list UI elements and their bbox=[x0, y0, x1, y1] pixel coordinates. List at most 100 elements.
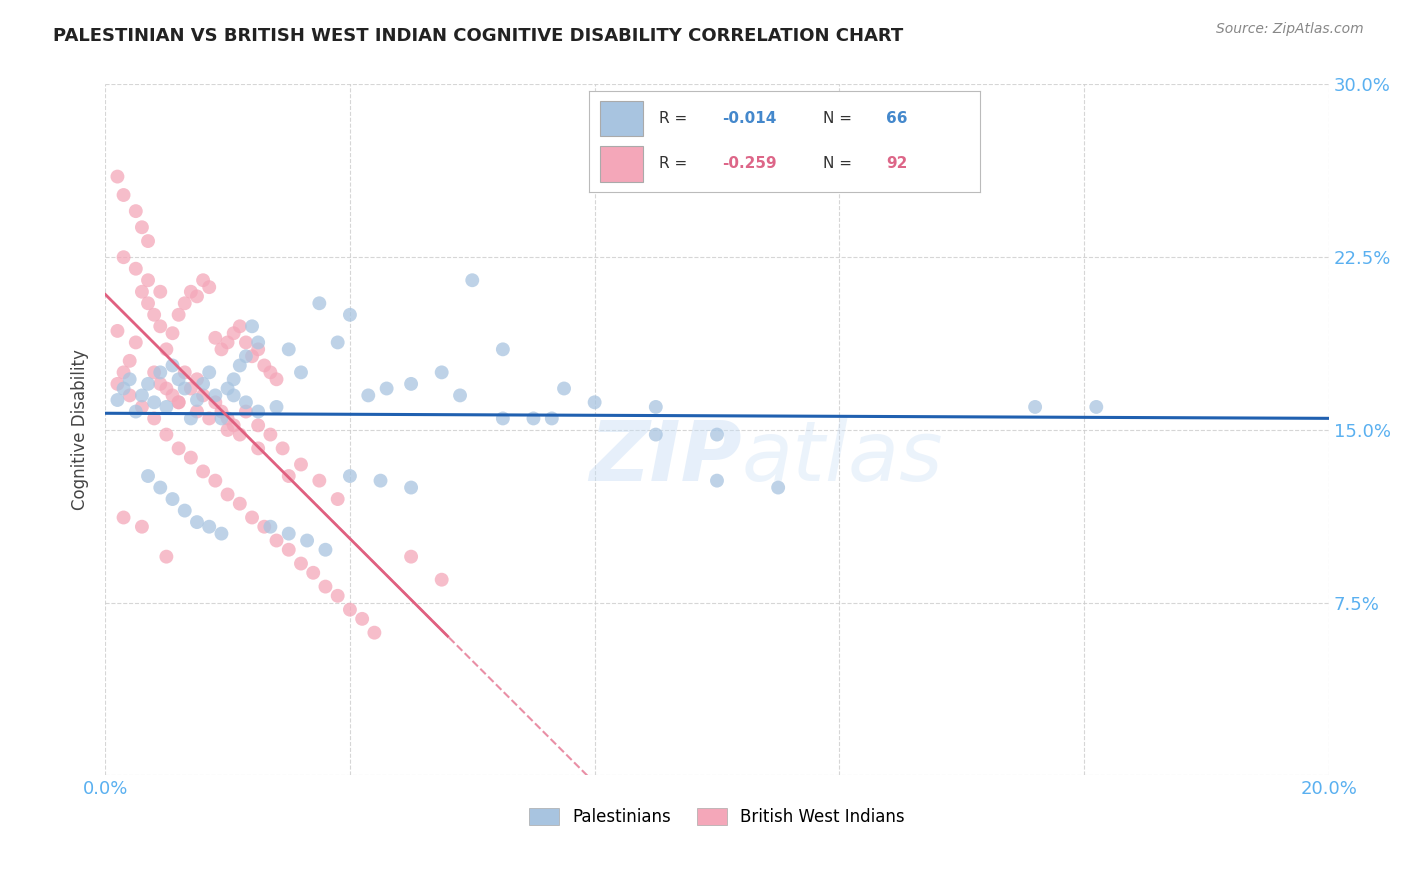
Point bbox=[167, 442, 190, 456]
Point bbox=[430, 365, 453, 379]
Text: ZIP: ZIP bbox=[589, 417, 741, 498]
Point bbox=[125, 261, 148, 276]
Point bbox=[266, 533, 288, 548]
Point bbox=[211, 526, 233, 541]
Point bbox=[143, 395, 166, 409]
Point bbox=[540, 411, 562, 425]
Point bbox=[204, 331, 226, 345]
Point bbox=[167, 372, 190, 386]
Point bbox=[186, 515, 208, 529]
Point bbox=[399, 376, 422, 391]
Point bbox=[118, 388, 141, 402]
Point bbox=[247, 335, 270, 350]
Y-axis label: Cognitive Disability: Cognitive Disability bbox=[72, 350, 89, 510]
Point bbox=[553, 382, 575, 396]
Point bbox=[308, 474, 330, 488]
Point bbox=[136, 469, 159, 483]
Point bbox=[162, 326, 184, 341]
Point bbox=[399, 549, 422, 564]
Point bbox=[125, 204, 148, 219]
Point bbox=[211, 343, 233, 357]
Point bbox=[173, 296, 195, 310]
Point bbox=[277, 542, 299, 557]
Point bbox=[149, 319, 172, 334]
Point bbox=[326, 335, 349, 350]
Point bbox=[706, 474, 728, 488]
Point bbox=[167, 395, 190, 409]
Point bbox=[155, 549, 177, 564]
Point bbox=[295, 533, 318, 548]
Point bbox=[131, 400, 153, 414]
Point bbox=[253, 359, 276, 373]
Legend: Palestinians, British West Indians: Palestinians, British West Indians bbox=[523, 801, 911, 833]
Point bbox=[149, 481, 172, 495]
Point bbox=[240, 349, 263, 363]
Point bbox=[186, 404, 208, 418]
Point bbox=[198, 411, 221, 425]
Point bbox=[162, 359, 184, 373]
Point bbox=[191, 376, 214, 391]
Point bbox=[149, 285, 172, 299]
Point bbox=[644, 427, 666, 442]
Point bbox=[290, 458, 312, 472]
Point bbox=[229, 359, 252, 373]
Point bbox=[492, 411, 515, 425]
Point bbox=[131, 388, 153, 402]
Point bbox=[149, 376, 172, 391]
Point bbox=[149, 365, 172, 379]
Point bbox=[259, 519, 281, 533]
Point bbox=[186, 372, 208, 386]
Point bbox=[229, 319, 252, 334]
Point bbox=[399, 481, 422, 495]
Point bbox=[271, 442, 294, 456]
Point bbox=[217, 423, 239, 437]
Point bbox=[375, 382, 398, 396]
Point bbox=[131, 285, 153, 299]
Point bbox=[191, 465, 214, 479]
Point bbox=[229, 427, 252, 442]
Point bbox=[326, 589, 349, 603]
Point bbox=[240, 510, 263, 524]
Point bbox=[449, 388, 471, 402]
Point bbox=[118, 372, 141, 386]
Point bbox=[180, 382, 202, 396]
Point bbox=[107, 324, 129, 338]
Point bbox=[222, 418, 245, 433]
Point bbox=[107, 392, 129, 407]
Point bbox=[180, 411, 202, 425]
Point bbox=[155, 343, 177, 357]
Point bbox=[766, 481, 789, 495]
Point bbox=[266, 400, 288, 414]
Point bbox=[131, 220, 153, 235]
Point bbox=[277, 343, 299, 357]
Point bbox=[143, 365, 166, 379]
Point bbox=[259, 365, 281, 379]
Point bbox=[136, 234, 159, 248]
Point bbox=[217, 487, 239, 501]
Point bbox=[107, 169, 129, 184]
Point bbox=[308, 296, 330, 310]
Point bbox=[339, 469, 361, 483]
Point bbox=[131, 519, 153, 533]
Point bbox=[326, 491, 349, 506]
Point bbox=[186, 392, 208, 407]
Point bbox=[173, 503, 195, 517]
Point bbox=[363, 625, 385, 640]
Point bbox=[235, 349, 257, 363]
Point bbox=[1085, 400, 1108, 414]
Point bbox=[112, 250, 135, 264]
Point bbox=[352, 612, 374, 626]
Point bbox=[430, 573, 453, 587]
Text: Source: ZipAtlas.com: Source: ZipAtlas.com bbox=[1216, 22, 1364, 37]
Point bbox=[247, 442, 270, 456]
Text: PALESTINIAN VS BRITISH WEST INDIAN COGNITIVE DISABILITY CORRELATION CHART: PALESTINIAN VS BRITISH WEST INDIAN COGNI… bbox=[53, 27, 904, 45]
Point bbox=[143, 308, 166, 322]
Point bbox=[247, 418, 270, 433]
Point bbox=[259, 427, 281, 442]
Point bbox=[112, 382, 135, 396]
Point bbox=[112, 365, 135, 379]
Point bbox=[112, 188, 135, 202]
Point bbox=[155, 400, 177, 414]
Point bbox=[222, 372, 245, 386]
Point bbox=[180, 285, 202, 299]
